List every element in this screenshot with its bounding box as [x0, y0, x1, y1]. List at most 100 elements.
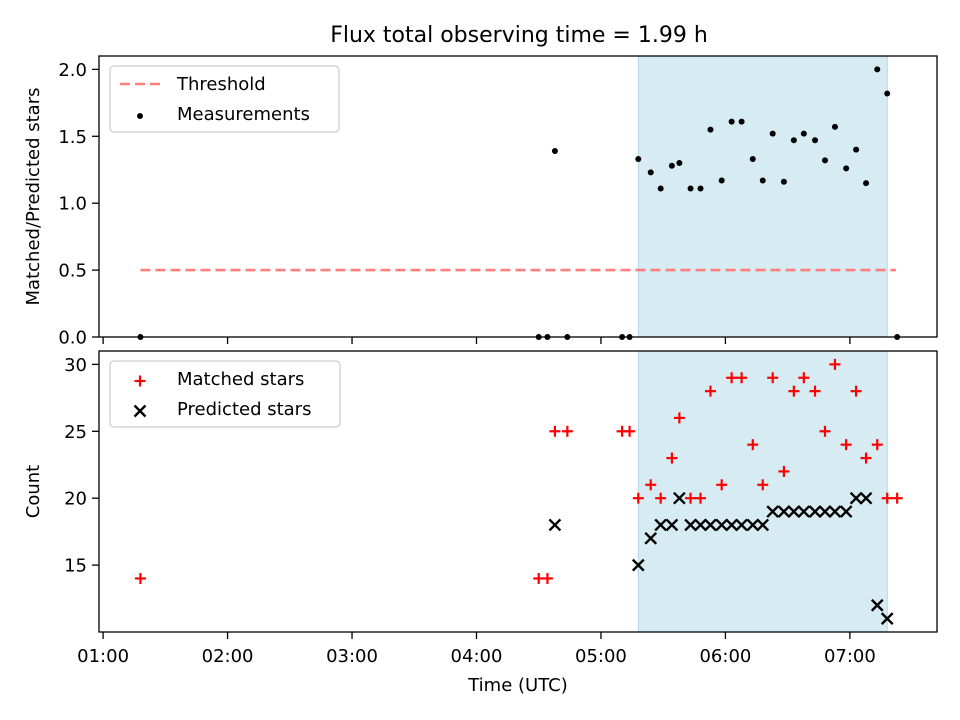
- predicted-point: [725, 518, 738, 532]
- predicted-point: [715, 518, 729, 532]
- matched-point: [695, 492, 707, 504]
- xtick-label: 07:00: [824, 646, 876, 667]
- bottom-panel: 15 20 25 30 01:00 02:00 03:00 04:00 05:00 06:00 07…: [23, 350, 938, 696]
- xtick-label: 01:00: [77, 646, 129, 667]
- predicted-point: [787, 505, 801, 518]
- measurement-point: [874, 66, 881, 73]
- top-legend: Threshold Measurements: [109, 65, 340, 133]
- predicted-point: [849, 491, 863, 505]
- matched-point: [809, 385, 821, 397]
- measurement-point: [657, 185, 664, 192]
- measurement-point: [707, 126, 714, 133]
- legend-threshold-label: Threshold: [176, 74, 266, 95]
- top-ytick-label: 2.0: [58, 60, 87, 81]
- measurement-point: [831, 123, 838, 130]
- measurement-point: [812, 137, 819, 144]
- matched-point: [840, 439, 852, 451]
- measurement-point: [635, 156, 642, 163]
- predicted-point: [859, 491, 873, 505]
- predicted-point: [818, 505, 832, 518]
- top-panel: 0.00.51.01.52.0 Matched/Predicted stars …: [23, 55, 938, 349]
- top-ytick-label: 0.5: [58, 261, 87, 282]
- measurement-point: [551, 148, 558, 155]
- top-observing-span: [637, 55, 888, 338]
- bottom-legend: Matched stars Predicted stars: [109, 360, 341, 428]
- predicted-point: [684, 518, 697, 532]
- matched-point: [726, 372, 738, 384]
- predicted-point: [704, 518, 717, 532]
- predicted-point: [766, 505, 780, 518]
- predicted-point: [644, 531, 658, 545]
- measurement-point: [668, 162, 675, 169]
- measurement-point: [728, 118, 735, 125]
- measurement-point: [647, 169, 654, 176]
- measurement-point: [800, 130, 807, 137]
- matched-point: [860, 452, 872, 464]
- predicted-point: [673, 491, 686, 505]
- measurement-point: [843, 165, 850, 172]
- matched-point: [624, 425, 636, 437]
- legend-measurements-swatch: [137, 113, 143, 119]
- matched-point: [757, 479, 769, 491]
- matched-point: [850, 385, 862, 397]
- predicted-point: [828, 505, 842, 518]
- bottom-ytick-label: 15: [64, 556, 87, 577]
- predicted-point: [756, 518, 770, 532]
- predicted-point: [777, 505, 791, 518]
- top-y-axis-label: Matched/Predicted stars: [23, 88, 44, 306]
- legend-measurements-label: Measurements: [177, 104, 310, 125]
- matched-point: [881, 492, 893, 504]
- measurement-point: [863, 180, 870, 187]
- matched-point: [549, 425, 561, 437]
- x-axis-label: Time (UTC): [467, 675, 568, 696]
- bottom-axes-frame: [98, 350, 938, 633]
- legend-predicted-swatch: [133, 404, 147, 418]
- matched-point: [716, 479, 728, 491]
- measurement-point: [780, 178, 787, 185]
- xtick-label: 04:00: [451, 646, 503, 667]
- measurement-point: [697, 185, 704, 192]
- measurement-point: [884, 90, 891, 97]
- matched-point: [871, 439, 883, 451]
- top-axes-frame: [98, 55, 938, 338]
- matched-point: [685, 492, 697, 504]
- matched-point: [645, 479, 657, 491]
- predicted-point: [880, 612, 894, 625]
- matched-point: [673, 412, 685, 424]
- matched-point: [788, 385, 800, 397]
- matched-point: [747, 439, 759, 451]
- legend-matched-label: Matched stars: [177, 369, 304, 390]
- predicted-point: [746, 518, 760, 532]
- predicted-point: [665, 518, 679, 532]
- predicted-point: [654, 518, 668, 532]
- matched-point: [655, 492, 667, 504]
- predicted-point: [631, 558, 645, 572]
- top-ytick-label: 0.0: [58, 328, 87, 349]
- matched-point: [798, 372, 810, 384]
- xtick-label: 02:00: [202, 646, 254, 667]
- matched-point: [541, 572, 553, 584]
- legend-matched-swatch: [134, 375, 146, 387]
- measurement-point: [687, 185, 694, 192]
- matched-point: [561, 425, 573, 437]
- predicted-point: [735, 518, 748, 532]
- legend-predicted-label: Predicted stars: [177, 399, 311, 420]
- bottom-y-axis-label: Count: [23, 465, 44, 518]
- matched-point: [134, 572, 146, 584]
- bottom-ytick-label: 20: [64, 489, 87, 510]
- bottom-ytick-label: 25: [64, 422, 87, 443]
- matched-point: [666, 452, 678, 464]
- xtick-label: 03:00: [326, 646, 378, 667]
- predicted-point: [870, 598, 884, 612]
- figure-title: Flux total observing time = 1.99 h: [330, 23, 708, 48]
- predicted-point: [694, 518, 707, 532]
- matched-point: [829, 358, 841, 370]
- measurement-point: [769, 130, 776, 137]
- measurement-point: [759, 177, 766, 184]
- predicted-point: [797, 505, 811, 518]
- measurement-point: [718, 177, 725, 184]
- measurement-point: [790, 137, 797, 144]
- xtick-label: 05:00: [575, 646, 627, 667]
- bottom-observing-span: [637, 350, 888, 633]
